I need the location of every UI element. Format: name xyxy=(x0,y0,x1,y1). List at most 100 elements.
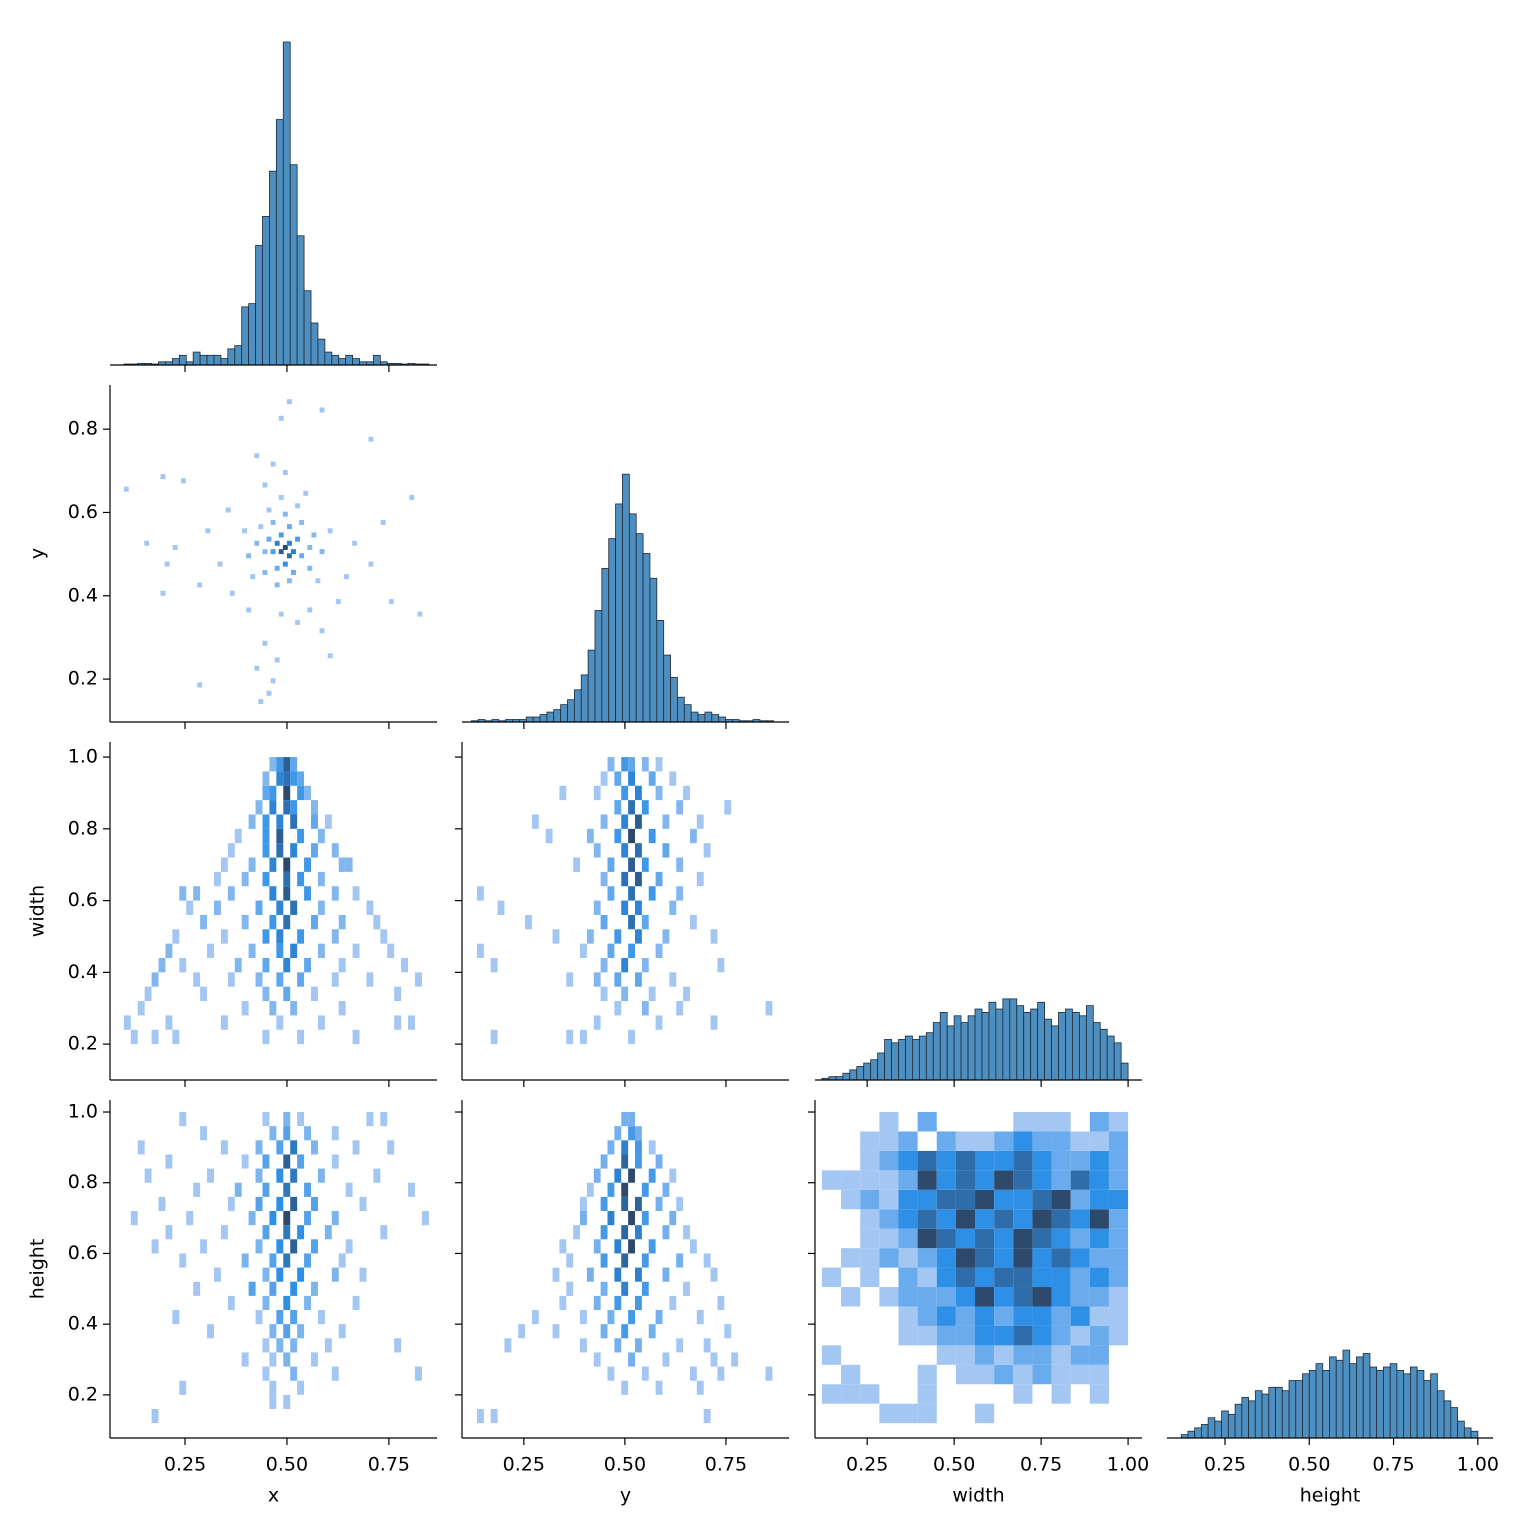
hist2d-cell xyxy=(628,1352,635,1367)
hist2d-cell xyxy=(297,929,305,944)
hist2d-cell xyxy=(278,549,284,555)
hist-bar xyxy=(925,1032,934,1081)
hist2d-cell xyxy=(290,1140,298,1155)
hist2d-cell xyxy=(860,1248,880,1268)
hist2d-cell xyxy=(621,1140,629,1155)
hist2d-cell xyxy=(593,1352,601,1367)
hist2d-cell xyxy=(270,519,276,525)
hist2d-cell xyxy=(634,871,642,887)
hist2d-cell xyxy=(311,1196,318,1212)
hist2d-cell xyxy=(955,1150,976,1171)
hist2d-cell xyxy=(186,900,194,915)
hist2d-cell xyxy=(1051,1248,1071,1268)
hist2d-cell xyxy=(283,886,291,901)
hist2d-cell xyxy=(290,771,298,786)
hist2d-cell xyxy=(1070,1306,1090,1326)
hist2d-cell xyxy=(266,536,272,542)
hist2d-cell xyxy=(151,972,159,987)
hist2d-cell xyxy=(975,1287,995,1307)
hist2d-cell xyxy=(373,1168,381,1183)
hist2d-cell xyxy=(621,1324,629,1339)
hist-bar xyxy=(1315,1363,1324,1439)
hist2d-cell xyxy=(269,914,277,930)
hist2d-cell xyxy=(283,1225,291,1240)
hist-bar xyxy=(303,290,312,366)
hist2d-cell xyxy=(297,972,305,987)
hist2d-cell xyxy=(593,1239,601,1254)
hist2d-cell xyxy=(628,886,635,901)
hist2d-cell xyxy=(1051,1287,1071,1307)
hist2d-cell xyxy=(641,757,649,772)
hist2d-cell xyxy=(408,1015,415,1030)
hist2d-cell xyxy=(200,1239,208,1254)
hist2d-cell xyxy=(607,1182,615,1197)
hist2d-cell xyxy=(600,1154,608,1169)
hist2d-cell xyxy=(331,886,339,901)
hist-bar xyxy=(1470,1430,1479,1439)
hist2d-cell xyxy=(270,678,276,684)
hist2d-cell xyxy=(648,1140,656,1155)
hist2d-cell xyxy=(304,1253,312,1268)
hist2d-cell xyxy=(655,1380,663,1395)
hist2d-cell xyxy=(628,1126,635,1141)
hist2d-cell xyxy=(1070,1345,1090,1365)
hist2d-cell xyxy=(297,1112,305,1127)
hist2d-cell xyxy=(421,1211,429,1226)
hist2d-cell xyxy=(255,800,263,815)
hist2d-cell xyxy=(917,1112,937,1132)
hist2d-cell xyxy=(1013,1150,1033,1171)
hist2d-cell xyxy=(655,1154,663,1169)
hist2d-cell xyxy=(172,544,178,550)
hist2d-cell xyxy=(634,900,642,915)
hist2d-cell xyxy=(1051,1112,1071,1132)
hist2d-cell xyxy=(917,1209,937,1229)
hist2d-cell xyxy=(607,1366,615,1381)
hist2d-cell xyxy=(262,871,270,887)
hist2d-cell xyxy=(345,1182,353,1197)
hist2d-cell xyxy=(975,1209,995,1229)
hist2d-cell xyxy=(255,900,263,915)
hist2d-cell xyxy=(628,771,635,786)
hist2d-cell xyxy=(669,972,677,987)
hist2d-cell xyxy=(1013,1228,1033,1249)
hist2d-cell xyxy=(898,1189,918,1210)
hist-bar xyxy=(1009,998,1018,1081)
hist2d-cell xyxy=(586,828,594,844)
hist-bar xyxy=(171,358,180,366)
hist2d-cell xyxy=(250,574,256,580)
y-tick-label: 0.8 xyxy=(68,1171,98,1193)
hist2d-cell xyxy=(710,1352,718,1367)
hist2d-cell xyxy=(621,1253,629,1268)
hist2d-cell xyxy=(1089,1384,1109,1404)
hist2d-cell xyxy=(276,1310,284,1325)
hist2d-cell xyxy=(917,1325,937,1346)
y-tick-label: 0.6 xyxy=(68,889,98,911)
hist2d-cell xyxy=(1032,1228,1052,1249)
hist2d-cell xyxy=(566,1253,574,1268)
hist-bar xyxy=(1254,1390,1263,1439)
hist2d-cell xyxy=(696,1310,704,1325)
hist2d-cell xyxy=(276,843,284,858)
hist2d-cell xyxy=(648,828,656,844)
hist2d-cell xyxy=(614,1168,622,1183)
hist2d-cell xyxy=(234,828,242,844)
hist2d-cell xyxy=(276,972,284,987)
hist2d-cell xyxy=(634,1196,642,1212)
hist2d-cell xyxy=(476,886,484,901)
hist2d-cell xyxy=(641,1182,649,1197)
hist2d-cell xyxy=(1089,1248,1109,1268)
hist2d-cell xyxy=(1051,1364,1071,1385)
hist2d-cell xyxy=(975,1325,995,1346)
hist-bar xyxy=(649,577,658,723)
hist2d-cell xyxy=(269,1380,277,1395)
hist2d-cell xyxy=(286,553,292,559)
hist-bar xyxy=(1369,1366,1378,1439)
hist2d-cell xyxy=(255,1168,263,1183)
hist2d-cell xyxy=(283,857,291,872)
hist2d-cell xyxy=(151,1239,159,1254)
hist2d-cell xyxy=(1051,1306,1071,1326)
hist2d-cell xyxy=(662,814,670,829)
hist2d-cell xyxy=(165,1154,173,1169)
hist2d-cell xyxy=(317,1015,325,1030)
hist2d-cell xyxy=(1032,1248,1052,1268)
